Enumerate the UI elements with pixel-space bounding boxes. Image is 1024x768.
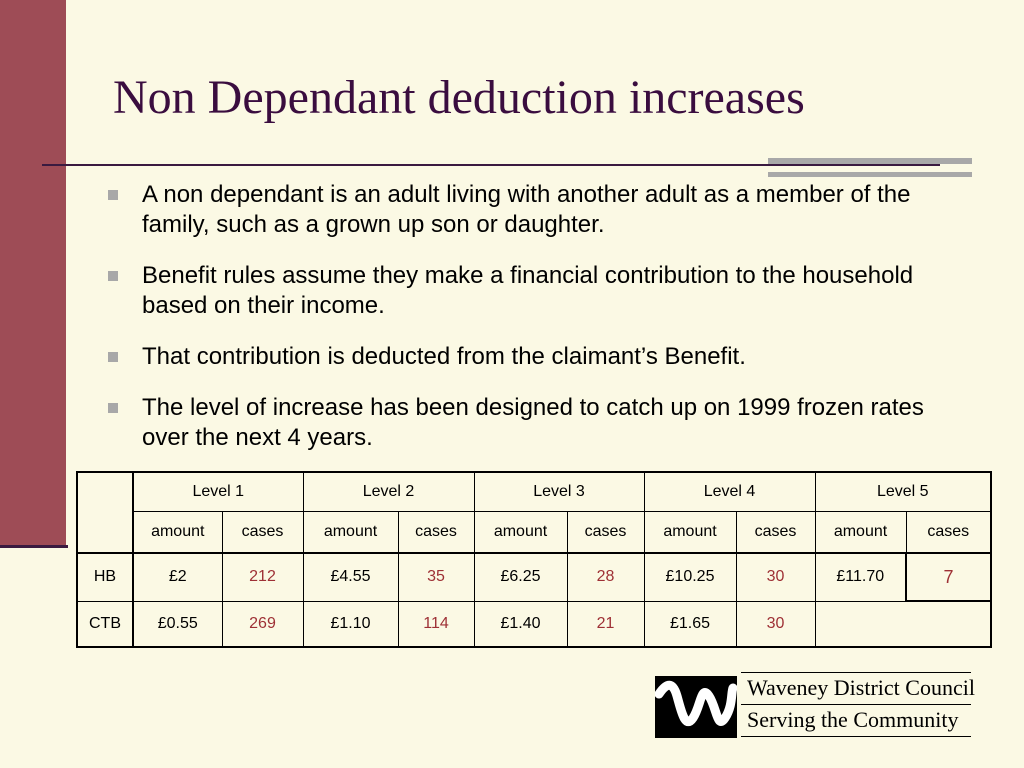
bullet-item: The level of increase has been designed … [108, 393, 938, 453]
square-bullet-icon [108, 190, 118, 200]
wave-logo-svg [654, 676, 738, 738]
bullet-text: That contribution is deducted from the c… [142, 343, 746, 370]
level-header-row: Level 1 Level 2 Level 3 Level 4 Level 5 [76, 471, 992, 554]
square-bullet-icon [108, 403, 118, 413]
table-row-ctb: CTB £0.55 269 £1.10 114 £1.40 21 £1.65 3… [76, 600, 992, 648]
amount-cell: £11.70 [814, 552, 907, 602]
cases-header: cases [397, 511, 475, 554]
logo-rule-top [741, 672, 971, 673]
empty-cell [814, 600, 992, 648]
cases-cell: 114 [397, 600, 475, 648]
side-decoration-line [0, 545, 68, 548]
amount-cell: £6.25 [473, 552, 568, 602]
bullet-text: The level of increase has been designed … [142, 394, 924, 451]
cases-cell: 21 [566, 600, 645, 648]
bullet-list: A non dependant is an adult living with … [108, 180, 938, 453]
logo-tagline: Serving the Community [747, 707, 959, 732]
level-header: Level 2 [302, 471, 475, 512]
amount-cell: £4.55 [302, 552, 399, 602]
cases-cell: 269 [221, 600, 304, 648]
cases-header: cases [566, 511, 645, 554]
row-label: CTB [76, 600, 134, 648]
square-bullet-icon [108, 352, 118, 362]
level-header: Level 4 [643, 471, 816, 512]
cases-cell: 28 [566, 552, 645, 602]
amount-cell: £1.40 [473, 600, 568, 648]
amount-cell: £10.25 [643, 552, 737, 602]
bullet-item: A non dependant is an adult living with … [108, 180, 938, 240]
amount-header: amount [473, 511, 568, 554]
amount-header: amount [132, 511, 223, 554]
row-label: HB [76, 552, 134, 602]
logo-rule-bottom [741, 736, 971, 737]
bullet-text: Benefit rules assume they make a financi… [142, 262, 914, 319]
side-decoration-bar [0, 0, 66, 545]
deduction-table: Level 1 Level 2 Level 3 Level 4 Level 5 … [76, 471, 992, 648]
amount-header: amount [643, 511, 737, 554]
accent-bar-top [768, 158, 972, 164]
cases-header: cases [221, 511, 304, 554]
logo-rule-middle [741, 704, 971, 705]
table-corner-cell [76, 471, 134, 554]
cases-cell: 30 [735, 600, 816, 648]
amount-header: amount [814, 511, 907, 554]
wave-logo-icon [654, 676, 738, 738]
level-header: Level 5 [814, 471, 992, 512]
amount-cell: £1.10 [302, 600, 399, 648]
amount-cell: £2 [132, 552, 223, 602]
cases-cell: 30 [735, 552, 816, 602]
cases-header: cases [735, 511, 816, 554]
cases-header: cases [905, 511, 992, 554]
bullet-item: Benefit rules assume they make a financi… [108, 261, 938, 321]
square-bullet-icon [108, 271, 118, 281]
bullet-text: A non dependant is an adult living with … [142, 181, 911, 238]
slide-title: Non Dependant deduction increases [113, 71, 805, 124]
cases-cell: 7 [905, 552, 992, 602]
council-logo: Waveney District Council Serving the Com… [654, 672, 975, 738]
amount-cell: £1.65 [643, 600, 737, 648]
amount-header: amount [302, 511, 399, 554]
bullet-item: That contribution is deducted from the c… [108, 342, 938, 372]
accent-bar-bottom [768, 172, 972, 177]
cases-cell: 35 [397, 552, 475, 602]
cases-cell: 212 [221, 552, 304, 602]
logo-name: Waveney District Council [747, 675, 975, 700]
amount-cell: £0.55 [132, 600, 223, 648]
table-row-hb: HB £2 212 £4.55 35 £6.25 28 £10.25 30 £1… [76, 552, 992, 602]
level-header: Level 1 [132, 471, 304, 512]
level-header: Level 3 [473, 471, 645, 512]
subheader-row: amount cases amount cases amount cases a… [77, 511, 992, 554]
title-divider [42, 164, 940, 166]
